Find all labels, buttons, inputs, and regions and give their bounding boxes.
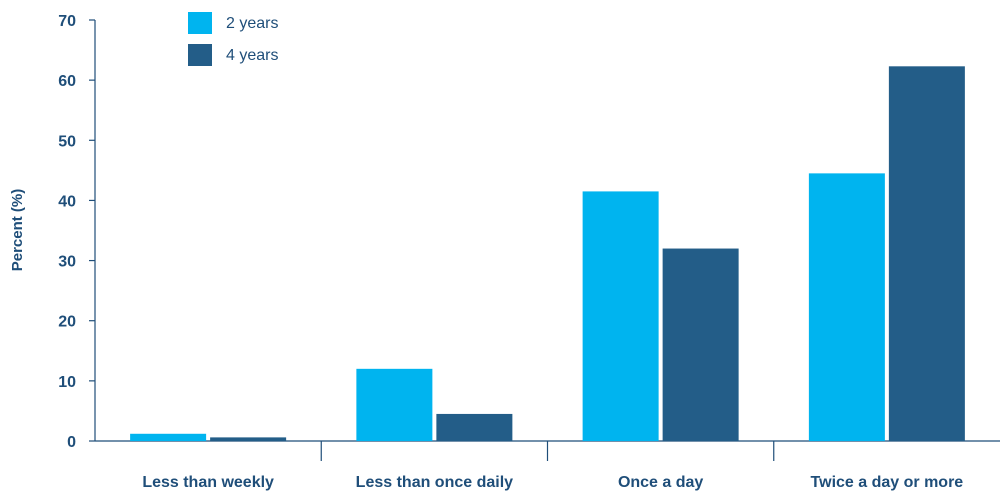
y-axis-title: Percent (%) xyxy=(9,189,26,272)
legend-label: 2 years xyxy=(226,15,278,32)
x-tick-label: Once a day xyxy=(618,474,703,491)
y-tick-label: 70 xyxy=(58,13,76,30)
legend: 2 years 4 years xyxy=(188,12,278,66)
y-tick-label: 20 xyxy=(58,314,76,331)
x-axis: Less than weekly Less than once daily Once… xyxy=(95,440,1000,491)
legend-label: 4 years xyxy=(226,47,278,64)
bar xyxy=(436,413,513,441)
bar xyxy=(582,191,659,441)
x-tick-label: Twice a day or more xyxy=(811,474,964,491)
y-tick-label: 0 xyxy=(67,434,76,451)
bars xyxy=(130,66,965,441)
y-tick-label: 10 xyxy=(58,374,76,391)
bar xyxy=(356,368,433,441)
y-tick-label: 60 xyxy=(58,73,76,90)
x-tick-label: Less than once daily xyxy=(356,474,513,491)
y-axis: 0 10 20 30 40 50 60 70 xyxy=(58,13,96,451)
bar xyxy=(808,173,885,441)
bar xyxy=(888,66,965,441)
y-tick-label: 30 xyxy=(58,254,76,271)
y-tick-label: 40 xyxy=(58,193,76,210)
bar xyxy=(662,248,739,441)
legend-swatch xyxy=(188,12,212,34)
legend-swatch xyxy=(188,44,212,66)
bar xyxy=(130,433,207,441)
x-tick-label: Less than weekly xyxy=(142,474,274,491)
y-tick-label: 50 xyxy=(58,133,76,150)
bar xyxy=(210,437,287,441)
